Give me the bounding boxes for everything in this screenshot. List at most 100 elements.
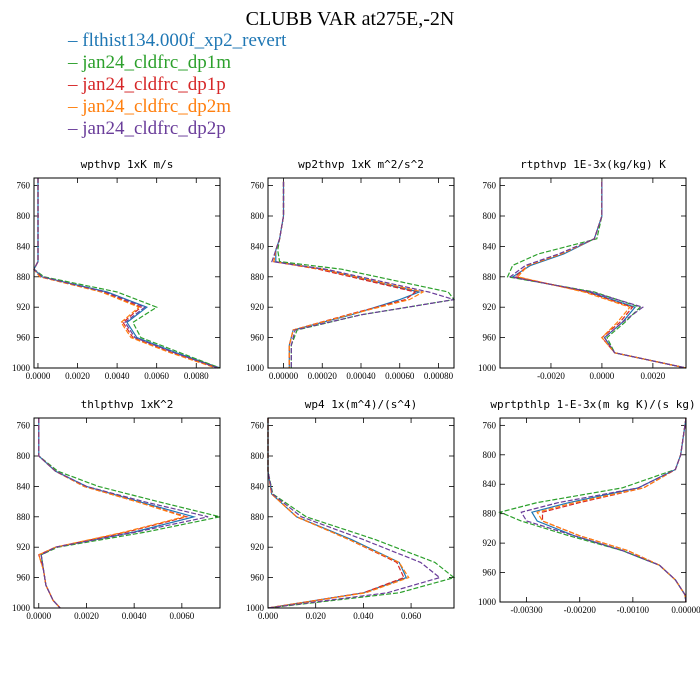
plot-frame [33,417,221,609]
y-tick-label: 1000 [246,603,265,613]
y-tick-label: 960 [483,333,497,343]
y-tick-label: 840 [251,241,265,251]
series-line [530,417,687,603]
series-line [541,417,687,603]
panel-title: rtpthvp 1E-3x(kg/kg) K [520,158,666,171]
y-tick-label: 960 [483,568,497,578]
y-tick-label: 1000 [12,363,31,373]
x-tick-label: 0.00060 [385,371,415,381]
series-line [38,418,189,609]
y-tick-label: 840 [483,479,497,489]
series-line [506,181,687,369]
y-tick-label: 1000 [246,363,265,373]
y-tick-label: 880 [483,272,497,282]
plot-frame [33,177,221,369]
legend: – flthist134.000f_xp2_revert – jan24_cld… [68,30,286,140]
panel: wprtpthlp 1-E-3x(m kg K)/(s kg) 760 800 840… [478,398,700,615]
x-tick-label: -0.00200 [564,605,597,615]
y-tick-label: 880 [251,272,265,282]
plot-frame [499,417,687,603]
x-tick-label: 0.00000 [671,605,700,615]
x-tick-label: -0.00300 [510,605,543,615]
series-line [536,417,687,603]
y-tick-label: 920 [483,538,497,548]
y-tick-label: 1000 [478,363,497,373]
y-tick-label: 920 [251,302,265,312]
series-line [508,181,687,369]
y-tick-label: 920 [251,542,265,552]
series-line [33,178,219,369]
y-tick-label: 840 [483,241,497,251]
y-tick-label: 920 [17,542,31,552]
x-tick-label: 0.0000 [26,611,51,621]
plot-frame [267,177,455,369]
x-tick-label: 0.0040 [122,611,147,621]
panel: wp2thvp 1xK m^2/s^2 760 800 840 880 920 960 100… [246,158,456,381]
y-tick-label: 880 [17,512,31,522]
legend-label: jan24_cldfrc_dp2m [82,96,232,117]
y-tick-label: 840 [17,241,31,251]
series-line [277,181,456,368]
y-tick-label: 960 [251,333,265,343]
y-tick-label: 840 [251,481,265,491]
x-tick-label: -0.0020 [537,371,565,381]
y-tick-label: 1000 [12,603,31,613]
legend-label: jan24_cldfrc_dp2p [82,118,226,139]
y-tick-label: 760 [483,181,497,191]
legend-item: – flthist134.000f_xp2_revert [68,30,287,51]
y-tick-label: 800 [17,211,31,221]
panel-title: thlpthvp 1xK^2 [81,398,174,411]
legend-label: flthist134.000f_xp2_revert [82,30,287,51]
y-tick-label: 920 [17,302,31,312]
panel-title: wpthvp 1xK m/s [81,158,174,171]
x-tick-label: -0.00100 [617,605,650,615]
y-tick-label: 1000 [478,597,497,607]
y-tick-label: 760 [17,181,31,191]
y-tick-label: 880 [17,272,31,282]
series-line [38,418,209,609]
y-tick-label: 800 [483,211,497,221]
legend-item: – jan24_cldfrc_dp1m [68,52,232,73]
x-tick-label: 0.040 [353,611,374,621]
series-line [267,418,410,609]
x-tick-label: 0.0020 [641,371,666,381]
panel-title: wp4 1x(m^4)/(s^4) [305,398,418,411]
series-line [273,181,425,368]
x-tick-label: 0.00080 [424,371,454,381]
legend-item: – jan24_cldfrc_dp1p [68,74,226,95]
y-tick-label: 840 [17,481,31,491]
plot-frame [267,417,455,609]
y-tick-label: 760 [251,181,265,191]
panel: wp4 1x(m^4)/(s^4)76080084088092096010000… [246,398,456,621]
legend-label: jan24_cldfrc_dp1m [82,52,232,73]
series-line [514,181,687,369]
x-tick-label: 0.0020 [65,371,90,381]
y-tick-label: 960 [17,573,31,583]
legend-item: – jan24_cldfrc_dp2m [68,96,232,117]
series-line [33,178,221,369]
y-tick-label: 800 [251,211,265,221]
legend-label: jan24_cldfrc_dp1p [82,74,226,95]
x-tick-label: 0.0060 [144,371,169,381]
legend-item: – jan24_cldfrc_dp2p [68,118,226,139]
x-tick-label: 0.0000 [590,371,615,381]
panel: wpthvp 1xK m/s76080084088092096010000.00… [12,158,221,381]
x-tick-label: 0.020 [306,611,327,621]
series-line [511,181,687,369]
x-tick-label: 0.060 [401,611,422,621]
y-tick-label: 800 [483,450,497,460]
x-tick-label: 0.0060 [169,611,194,621]
series-line [38,418,187,609]
y-tick-label: 880 [483,509,497,519]
page-title: CLUBB VAR at275E,-2N [245,8,455,30]
x-tick-label: 0.0040 [105,371,130,381]
x-tick-label: 0.000 [258,611,279,621]
series-line [267,418,441,609]
plot-frame [499,177,687,369]
series-line [267,418,405,609]
series-line [267,418,408,609]
y-tick-label: 800 [251,451,265,461]
panel: rtpthvp 1E-3x(kg/kg) K 760 800 840 880 920 960… [478,158,687,381]
x-tick-label: 0.0000 [26,371,51,381]
